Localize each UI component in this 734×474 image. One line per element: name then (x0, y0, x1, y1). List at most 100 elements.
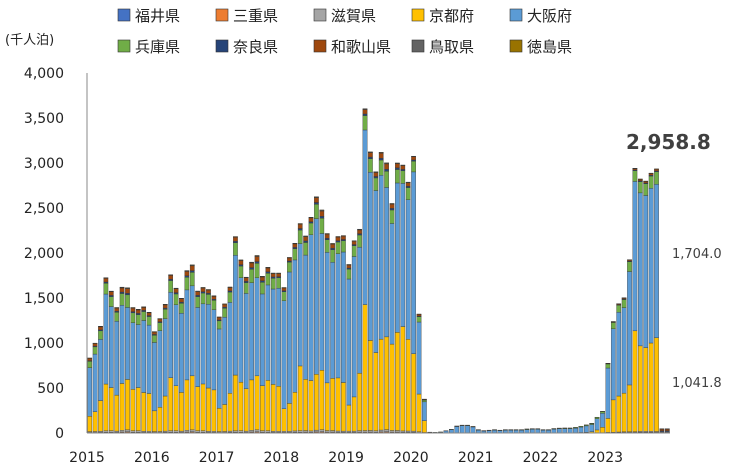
bar-segment-2017-04-s4 (233, 255, 238, 376)
bar-segment-2015-08-s2 (125, 429, 130, 433)
bar-segment-2015-09-s7 (130, 307, 136, 312)
bar-segment-2017-12-s7 (276, 273, 281, 277)
bar-segment-2017-09-s6 (260, 280, 265, 283)
bar-segment-2018-10-s3 (330, 378, 335, 431)
bar-segment-2015-11-s5 (141, 311, 147, 321)
bar-segment-2019-05-s3 (368, 340, 373, 431)
bar-segment-2023-03-s4 (616, 312, 622, 397)
bar-segment-2016-08-s5 (189, 272, 195, 287)
bar-segment-2023-05-s3 (627, 384, 632, 432)
y-tick-label-4: 2,000 (24, 246, 64, 262)
bar-segment-2016-10-s5 (200, 292, 206, 305)
bar-segment-2022-11-s4 (594, 418, 600, 431)
bar-segment-2016-10-s2 (200, 430, 206, 433)
bar-segment-2019-05-s7 (368, 152, 373, 158)
bar-segment-2018-11-s2 (335, 430, 341, 433)
bar-marks (87, 108, 670, 434)
legend-swatch-3 (411, 8, 425, 22)
bar-segment-2016-09-s2 (195, 430, 200, 433)
bar-segment-2016-08-s4 (189, 285, 195, 377)
bar-segment-2022-02-s4 (546, 429, 551, 433)
bar-segment-2016-01-s5 (152, 335, 157, 343)
bar-segment-2018-12-s5 (341, 240, 346, 253)
legend-label-5: 兵庫県 (135, 38, 180, 56)
bar-segment-2019-11-s6 (400, 169, 406, 172)
bar-segment-2022-10-s4 (589, 424, 595, 432)
bar-segment-2019-10-s4 (395, 182, 400, 333)
bar-segment-2023-08-s7 (643, 181, 649, 184)
bar-segment-2019-09-s3 (389, 343, 395, 431)
bar-segment-2015-07-s5 (119, 293, 125, 306)
bar-segment-2015-10-s6 (135, 313, 141, 315)
bar-segment-2018-03-s2 (292, 430, 298, 433)
bar-segment-2015-12-s3 (146, 393, 152, 432)
bar-segment-2019-01-s2 (346, 430, 352, 433)
bar-segment-2017-08-s2 (254, 429, 260, 433)
bar-segment-2017-01-s5 (216, 320, 222, 330)
bar-segment-2019-10-s7 (395, 163, 400, 169)
bar-segment-2017-02-s5 (222, 307, 227, 318)
bar-segment-2016-05-s3 (173, 385, 179, 431)
bar-segment-2019-04-s2 (362, 430, 368, 433)
bar-segment-2018-05-s5 (303, 242, 308, 256)
bar-segment-2022-09-s4 (583, 425, 589, 433)
bar-segment-2020-01-s4 (411, 171, 416, 354)
bar-segment-2017-03-s5 (227, 291, 233, 303)
bar-segment-2020-01-s6 (411, 159, 416, 162)
bar-segment-2015-03-s7 (98, 326, 103, 331)
bar-segment-2015-03-s2 (98, 431, 103, 433)
bar-segment-2017-10-s5 (265, 273, 271, 286)
bar-segment-2019-02-s7 (351, 241, 357, 245)
bar-segment-2018-08-s6 (319, 216, 325, 219)
bar-segment-2019-08-s5 (384, 171, 389, 188)
bar-segment-2023-04-s3 (621, 392, 627, 433)
bar-segment-2019-03-s5 (357, 234, 362, 248)
bar-segment-2017-12-s6 (276, 276, 281, 279)
bar-segment-2019-05-s5 (368, 158, 373, 173)
bar-segment-2015-05-s3 (108, 387, 114, 431)
bar-segment-2016-07-s2 (184, 430, 190, 433)
bar-segment-2017-10-s2 (265, 430, 271, 433)
bar-segment-2017-11-s5 (270, 278, 276, 290)
bar-segment-2019-06-s5 (373, 177, 379, 191)
bar-segment-2017-08-s3 (254, 375, 260, 431)
bar-segment-2015-09-s2 (130, 430, 136, 433)
bar-segment-2018-02-s7 (287, 257, 292, 262)
bar-segment-2015-11-s2 (141, 431, 147, 433)
bar-segment-2023-06-s4 (632, 181, 638, 332)
bar-segment-2016-04-s3 (168, 377, 174, 432)
bar-segment-2017-08-s7 (254, 256, 260, 262)
bar-segment-2018-11-s7 (335, 236, 341, 241)
bar-segment-2018-03-s7 (292, 243, 298, 248)
bar-segment-2019-05-s6 (368, 156, 373, 159)
legend-swatch-9 (509, 39, 523, 53)
bar-segment-2022-06-s4 (567, 428, 573, 433)
bar-segment-2017-11-s7 (270, 273, 276, 278)
x-tick-label-2020: 2020 (393, 450, 429, 466)
legend-label-4: 大阪府 (527, 7, 572, 25)
x-tick-label-2021: 2021 (458, 450, 494, 466)
bar-segment-2019-07-s2 (378, 429, 384, 433)
legend-label-3: 京都府 (429, 7, 474, 25)
bar-segment-2020-02-s3 (416, 393, 422, 433)
bar-segment-2018-09-s6 (324, 238, 330, 240)
x-tick-label-2022: 2022 (523, 450, 559, 466)
bar-segment-2019-02-s5 (351, 245, 357, 257)
bar-segment-2023-11-s7 (659, 429, 665, 431)
bar-segment-2017-10-s4 (265, 284, 271, 381)
kyoto-last-annotation: 1,041.8 (672, 376, 722, 391)
bar-segment-2019-12-s2 (405, 430, 411, 433)
bar-segment-2016-08-s2 (189, 429, 195, 433)
bar-segment-2019-03-s7 (357, 229, 362, 234)
bar-segment-2017-06-s5 (243, 282, 249, 294)
bar-segment-2019-06-s3 (373, 352, 379, 432)
bar-segment-2017-07-s6 (249, 267, 254, 270)
bar-segment-2015-01-s4 (87, 367, 93, 417)
bar-segment-2019-06-s2 (373, 430, 379, 433)
bar-segment-2018-10-s5 (330, 249, 335, 263)
bar-segment-2017-09-s3 (260, 385, 265, 431)
bar-segment-2015-04-s3 (103, 383, 109, 432)
bar-segment-2017-11-s2 (270, 431, 276, 433)
bar-segment-2018-06-s7 (308, 217, 314, 222)
bar-segment-2016-07-s7 (184, 271, 190, 276)
